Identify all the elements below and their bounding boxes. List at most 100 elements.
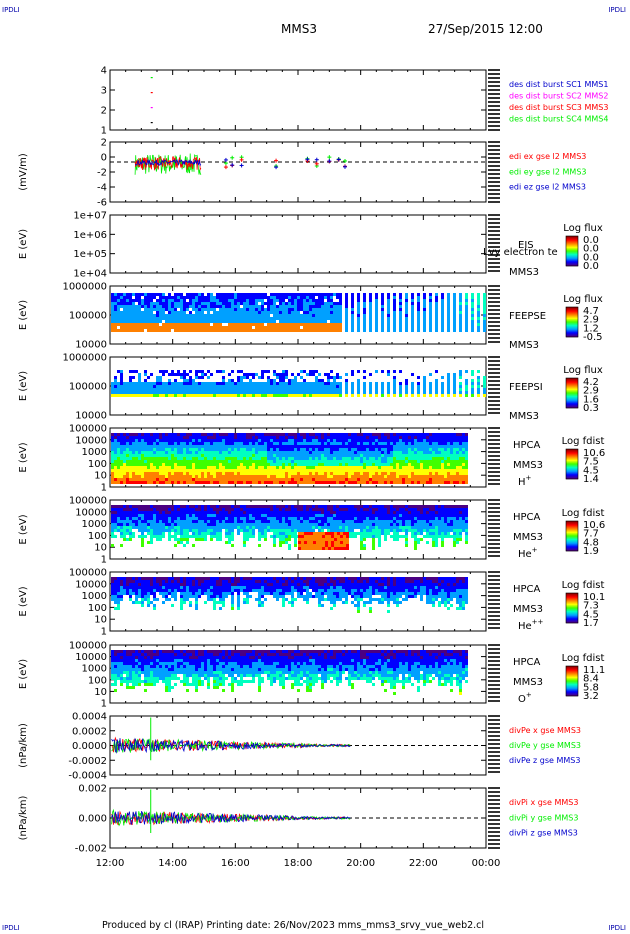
spectrogram-cell bbox=[141, 326, 144, 329]
spectrogram-cell bbox=[228, 314, 231, 317]
spectrogram-cell bbox=[270, 379, 273, 382]
spectrogram-cell bbox=[249, 436, 252, 439]
spectrogram-cell bbox=[126, 451, 129, 454]
spectrogram-cell bbox=[225, 329, 228, 332]
spectrogram-cell bbox=[393, 376, 396, 379]
spectrogram-cell bbox=[255, 454, 258, 457]
spectrogram-cell bbox=[399, 314, 402, 317]
spectrogram-cell bbox=[264, 481, 267, 484]
spectrogram-cell bbox=[141, 454, 144, 457]
spectrogram-cell bbox=[123, 535, 126, 538]
spectrogram-cell bbox=[417, 305, 420, 308]
spectrogram-cell bbox=[471, 305, 474, 308]
spectrogram-cell bbox=[258, 385, 261, 388]
spectrogram-cell bbox=[438, 466, 441, 469]
colorbar-cell bbox=[566, 524, 578, 526]
spectrogram-cell bbox=[381, 311, 384, 314]
spectrogram-cell bbox=[246, 317, 249, 320]
spectrogram-cell bbox=[162, 370, 165, 373]
spectrogram-cell bbox=[117, 511, 120, 514]
colorbar-tick-label: 0.0 bbox=[583, 235, 599, 246]
spectrogram-cell bbox=[471, 314, 474, 317]
spectrogram-cell bbox=[228, 385, 231, 388]
spectrogram-cell bbox=[222, 314, 225, 317]
spectrogram-cell bbox=[339, 376, 342, 379]
spectrogram-cell bbox=[201, 317, 204, 320]
colorbar-tick-label: -0.5 bbox=[583, 332, 603, 343]
spectrogram-cell bbox=[126, 517, 129, 520]
spectrogram-cell bbox=[297, 436, 300, 439]
spectrogram-cell bbox=[369, 451, 372, 454]
spectrogram-cell bbox=[402, 475, 405, 478]
spectrogram-cell bbox=[240, 320, 243, 323]
spectrogram-cell bbox=[153, 469, 156, 472]
spectrogram-cell bbox=[177, 478, 180, 481]
spectrogram-cell bbox=[204, 394, 207, 397]
spectrogram-cell bbox=[231, 323, 234, 326]
spectrogram-cell bbox=[234, 394, 237, 397]
spectrogram-cell bbox=[246, 469, 249, 472]
spectrogram-cell bbox=[189, 472, 192, 475]
spectrogram-cell bbox=[183, 302, 186, 305]
spectrogram-cell bbox=[144, 514, 147, 517]
spectrogram-cell bbox=[330, 463, 333, 466]
spectrogram-cell bbox=[306, 481, 309, 484]
spectrogram-cell bbox=[186, 326, 189, 329]
spectrogram-cell bbox=[330, 433, 333, 436]
colorbar-cell bbox=[566, 403, 578, 405]
spectrogram-cell bbox=[378, 454, 381, 457]
spectrogram-cell bbox=[447, 293, 450, 296]
spectrogram-cell bbox=[171, 299, 174, 302]
spectrogram-cell bbox=[360, 448, 363, 451]
spectrogram-cell bbox=[282, 451, 285, 454]
spectrogram-cell bbox=[405, 320, 408, 323]
spectrogram-cell bbox=[294, 296, 297, 299]
spectrogram-cell bbox=[213, 454, 216, 457]
spectrogram-cell bbox=[303, 320, 306, 323]
spectrogram-cell bbox=[231, 481, 234, 484]
spectrogram-cell bbox=[228, 433, 231, 436]
spectrogram-cell bbox=[135, 481, 138, 484]
spectrogram-cell bbox=[186, 323, 189, 326]
colorbar-cell bbox=[566, 549, 578, 551]
spectrogram-cell bbox=[261, 314, 264, 317]
spectrogram-cell bbox=[321, 314, 324, 317]
spectrogram-cell bbox=[156, 460, 159, 463]
spectrogram-cell bbox=[354, 454, 357, 457]
spectrogram-cell bbox=[339, 448, 342, 451]
spectrogram-cell bbox=[129, 317, 132, 320]
spectrogram-cell bbox=[369, 382, 372, 385]
spectrogram-cell bbox=[177, 296, 180, 299]
spectrogram-cell bbox=[297, 469, 300, 472]
spectrogram-cell bbox=[345, 448, 348, 451]
colorbar-cell bbox=[566, 541, 578, 543]
spectrogram-cell bbox=[111, 514, 114, 517]
spectrogram-cell bbox=[126, 475, 129, 478]
spectrogram-cell bbox=[279, 460, 282, 463]
colorbar-cell bbox=[566, 317, 578, 319]
spectrogram-cell bbox=[123, 514, 126, 517]
spectrogram-cell bbox=[228, 302, 231, 305]
spectrogram-cell bbox=[438, 442, 441, 445]
spectrogram-cell bbox=[411, 326, 414, 329]
spectrogram-cell bbox=[171, 308, 174, 311]
spectrogram-cell bbox=[306, 463, 309, 466]
spectrogram-cell bbox=[447, 442, 450, 445]
spectrogram-cell bbox=[453, 442, 456, 445]
spectrogram-cell bbox=[132, 475, 135, 478]
spectrogram-cell bbox=[294, 326, 297, 329]
spectrogram-cell bbox=[144, 293, 147, 296]
spectrogram-cell bbox=[186, 373, 189, 376]
spectrogram-cell bbox=[177, 445, 180, 448]
spectrogram-cell bbox=[360, 469, 363, 472]
spectrogram-cell bbox=[294, 305, 297, 308]
spectrogram-cell bbox=[312, 311, 315, 314]
spectrogram-cell bbox=[363, 391, 366, 394]
spectrogram-cell bbox=[381, 457, 384, 460]
spectrogram-cell bbox=[339, 311, 342, 314]
spectrogram-cell bbox=[321, 293, 324, 296]
spectrogram-cell bbox=[219, 436, 222, 439]
spectrogram-cell bbox=[180, 439, 183, 442]
spectrogram-cell bbox=[276, 454, 279, 457]
spectrogram-cell bbox=[324, 472, 327, 475]
